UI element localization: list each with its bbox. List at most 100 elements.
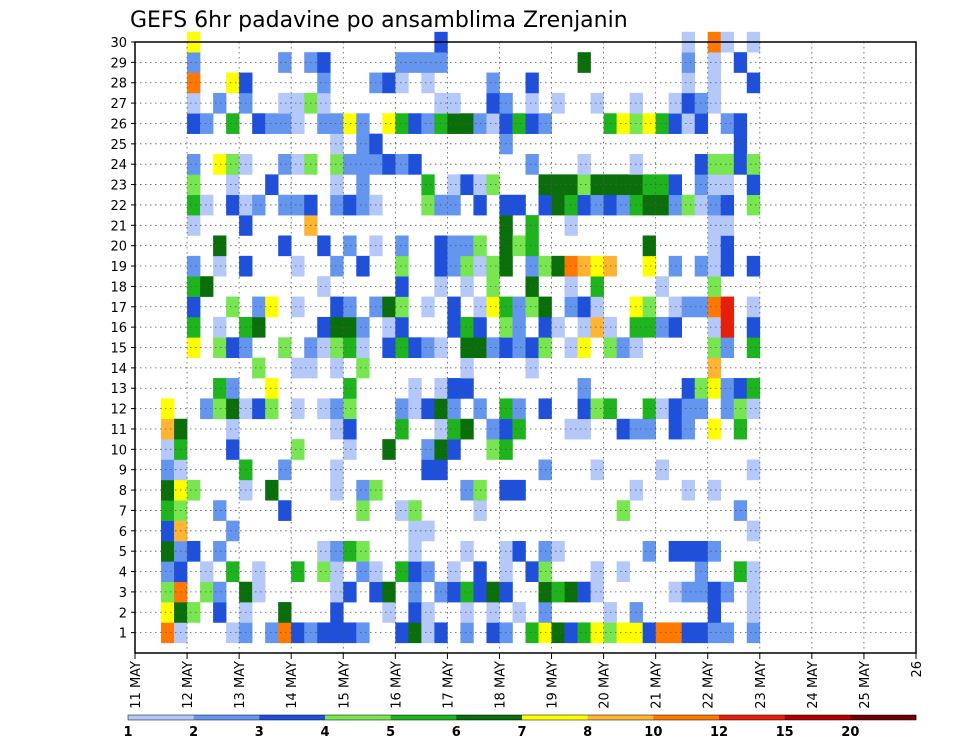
heatmap-cell xyxy=(291,622,305,644)
heatmap-cell xyxy=(395,276,409,297)
heatmap-cell xyxy=(655,316,669,338)
heatmap-cell xyxy=(395,52,409,73)
heatmap-cell xyxy=(590,459,604,481)
heatmap-cell xyxy=(486,92,500,114)
heatmap-cell xyxy=(525,235,539,257)
heatmap-cell xyxy=(278,622,292,644)
colorbar-label: 6 xyxy=(452,725,461,740)
heatmap-cell xyxy=(395,72,409,94)
heatmap-cell xyxy=(577,174,591,196)
heatmap-cell xyxy=(447,398,461,420)
heatmap-cell xyxy=(655,398,669,420)
heatmap-cell xyxy=(720,255,735,277)
heatmap-cell xyxy=(330,194,344,216)
heatmap-cell xyxy=(343,337,357,358)
heatmap-cell xyxy=(330,418,344,440)
heatmap-cell xyxy=(746,378,761,399)
heatmap-cell xyxy=(681,622,696,644)
heatmap-cell xyxy=(460,316,474,338)
heatmap-cell xyxy=(317,276,331,297)
heatmap-cell xyxy=(226,561,240,583)
heatmap-cell xyxy=(161,459,175,481)
colorbar-swatch xyxy=(193,715,260,720)
chart-title: GEFS 6hr padavine po ansamblima Zrenjani… xyxy=(130,8,628,33)
heatmap-cell xyxy=(577,194,591,216)
heatmap-cell xyxy=(421,174,435,196)
heatmap-cell xyxy=(382,113,396,134)
colorbar-label: 3 xyxy=(255,725,264,740)
heatmap-cell xyxy=(356,622,370,644)
heatmap-cell xyxy=(265,479,279,501)
heatmap-cell xyxy=(655,194,669,216)
colorbar-label: 20 xyxy=(841,725,859,740)
y-tick-label: 17 xyxy=(110,301,127,316)
colorbar-swatch xyxy=(390,715,457,720)
heatmap-cell xyxy=(746,255,761,277)
heatmap-cell xyxy=(317,92,331,114)
heatmap-cell xyxy=(382,337,396,358)
heatmap-cell xyxy=(226,154,240,175)
heatmap-cell xyxy=(707,479,722,501)
heatmap-cell xyxy=(746,72,761,94)
heatmap-cell xyxy=(421,398,435,420)
heatmap-cell xyxy=(226,520,240,542)
x-tick-label: 22 MAY xyxy=(702,661,717,709)
heatmap-cell xyxy=(746,337,761,358)
heatmap-cell xyxy=(746,154,761,175)
y-tick-label: 1 xyxy=(119,627,127,642)
heatmap-cell xyxy=(681,194,696,216)
heatmap-cell xyxy=(330,296,344,318)
heatmap-cell xyxy=(512,235,526,257)
heatmap-cell xyxy=(382,439,396,460)
heatmap-cell xyxy=(655,622,669,644)
heatmap-cell xyxy=(707,215,722,236)
heatmap-cell xyxy=(486,296,500,318)
heatmap-cell xyxy=(226,378,240,399)
heatmap-cell xyxy=(421,439,435,460)
x-axis: 11 MAY 12 MAY 13 MAY 14 MAY 15 MAY 16 MAY 17 M… xyxy=(129,653,925,709)
heatmap-cell xyxy=(707,174,722,196)
heatmap-cell xyxy=(187,113,201,134)
heatmap-cell xyxy=(382,316,396,338)
heatmap-cell xyxy=(187,174,201,196)
heatmap-cell xyxy=(291,398,305,420)
heatmap-cell xyxy=(720,398,735,420)
heatmap-cell xyxy=(343,154,357,175)
heatmap-cell xyxy=(330,622,344,644)
heatmap-cell xyxy=(551,174,565,196)
x-tick-label: 21 MAY xyxy=(650,661,665,709)
heatmap-cell xyxy=(317,398,331,420)
heatmap-cell xyxy=(460,622,474,644)
heatmap-cell xyxy=(343,418,357,440)
heatmap-cell xyxy=(265,296,279,318)
heatmap-cell xyxy=(590,561,604,583)
heatmap-cell xyxy=(707,337,722,358)
heatmap-cell xyxy=(551,194,565,216)
heatmap-cell xyxy=(343,439,357,460)
heatmap-cell xyxy=(395,296,409,318)
heatmap-cell xyxy=(707,581,722,603)
heatmap-cell xyxy=(616,194,630,216)
y-tick-label: 8 xyxy=(119,484,127,499)
heatmap-cell xyxy=(343,235,357,257)
heatmap-cell xyxy=(213,255,227,277)
heatmap-cell xyxy=(317,316,331,338)
heatmap-cell xyxy=(291,92,305,114)
heatmap-cell xyxy=(525,92,539,114)
heatmap-cell xyxy=(707,276,722,297)
x-tick-label: 14 MAY xyxy=(285,661,300,709)
heatmap-cell xyxy=(356,316,370,338)
heatmap-cell xyxy=(395,418,409,440)
heatmap-cell xyxy=(681,540,696,562)
heatmap-cell xyxy=(577,378,591,399)
heatmap-cell xyxy=(161,439,175,460)
heatmap-cell xyxy=(577,418,591,440)
heatmap-cell xyxy=(512,316,526,338)
y-tick-label: 15 xyxy=(110,342,127,357)
y-tick-label: 3 xyxy=(119,586,127,601)
y-tick-label: 13 xyxy=(110,382,127,397)
heatmap-cell xyxy=(720,581,735,603)
y-tick-label: 19 xyxy=(110,260,127,275)
heatmap-cell xyxy=(161,520,175,542)
heatmap-cell xyxy=(265,113,279,134)
